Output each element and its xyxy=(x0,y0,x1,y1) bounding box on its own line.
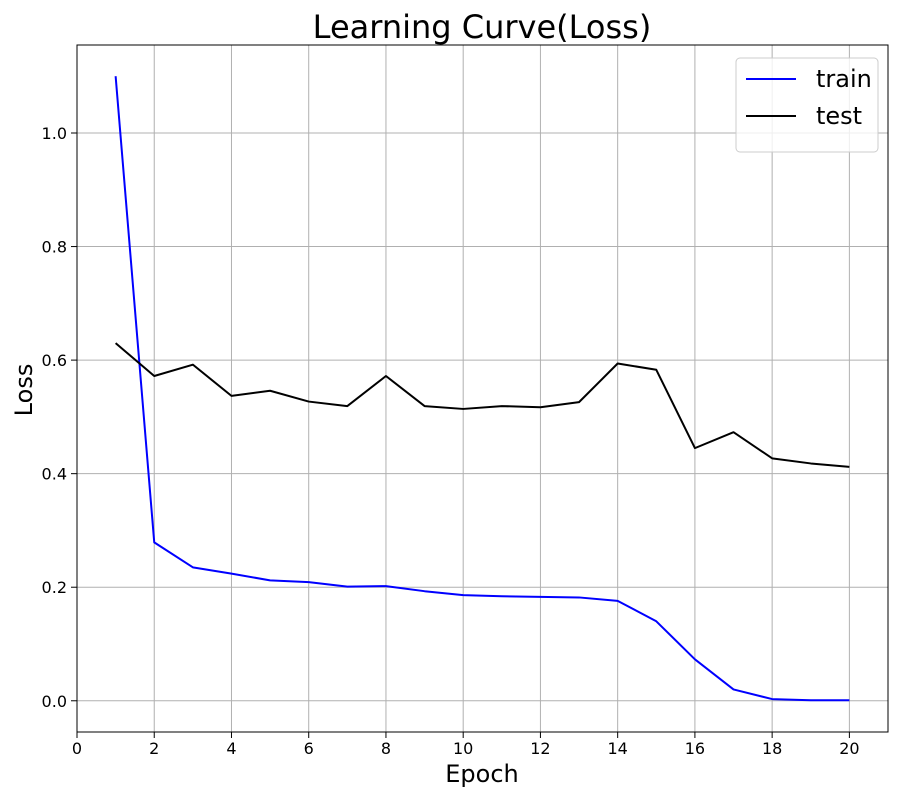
y-tick-label: 0.2 xyxy=(42,578,67,597)
x-tick-label: 6 xyxy=(304,739,314,758)
y-tick-label: 0.0 xyxy=(42,692,67,711)
x-axis-label: Epoch xyxy=(445,760,519,788)
legend-label-test: test xyxy=(816,102,862,130)
legend: train test xyxy=(735,57,879,153)
series-line-test xyxy=(114,342,850,468)
x-tick-label: 0 xyxy=(72,739,82,758)
x-tick-label: 16 xyxy=(685,739,705,758)
y-tick-label: 1.0 xyxy=(42,124,67,143)
y-tick-label: 0.8 xyxy=(42,238,67,257)
x-tick-label: 18 xyxy=(762,739,782,758)
grid xyxy=(76,45,888,732)
x-tick-label: 12 xyxy=(530,739,550,758)
legend-box xyxy=(735,57,879,153)
x-tick-label: 2 xyxy=(149,739,159,758)
legend-label-train: train xyxy=(816,65,872,93)
plot-frame xyxy=(76,44,889,733)
x-tick-label: 20 xyxy=(839,739,859,758)
x-tick-label: 10 xyxy=(453,739,473,758)
y-axis-ticks: 0.0 0.2 0.4 0.6 0.8 1.0 xyxy=(42,124,77,711)
x-tick-label: 8 xyxy=(381,739,391,758)
chart-title: Learning Curve(Loss) xyxy=(313,8,652,46)
series-lines xyxy=(114,76,850,702)
y-axis-label: Loss xyxy=(10,364,38,417)
x-axis-ticks: 0 2 4 6 8 10 12 14 16 18 20 xyxy=(72,732,860,758)
y-tick-label: 0.4 xyxy=(42,465,67,484)
x-tick-label: 14 xyxy=(607,739,627,758)
y-tick-label: 0.6 xyxy=(42,351,67,370)
series-line-train xyxy=(114,76,850,702)
x-tick-label: 4 xyxy=(226,739,236,758)
